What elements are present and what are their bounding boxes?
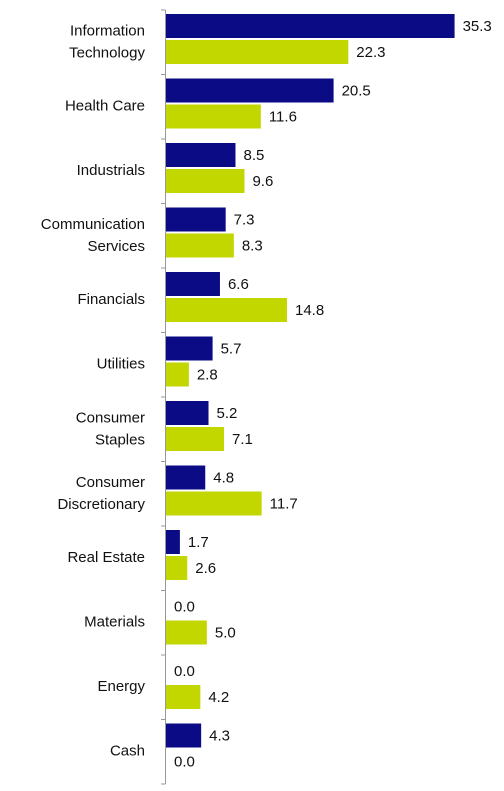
y-tick-label: Health Care: [65, 98, 145, 115]
value-label: 0.0: [174, 753, 195, 770]
value-label: 0.0: [174, 663, 195, 680]
bar: [166, 298, 287, 322]
y-tick-label: Energy: [97, 678, 145, 695]
bar: [166, 685, 201, 709]
bar: [166, 723, 202, 748]
y-tick-label: Financials: [77, 291, 145, 308]
value-label: 5.2: [217, 405, 238, 422]
value-label: 11.7: [270, 495, 298, 512]
y-tick-label: Consumer Staples: [76, 409, 145, 448]
value-label: 1.7: [188, 534, 209, 551]
y-tick-label: Materials: [84, 614, 145, 631]
bar: [166, 272, 220, 296]
value-label: 9.6: [252, 173, 273, 190]
bar: [166, 104, 261, 129]
y-tick-label: Industrials: [77, 162, 145, 179]
value-label: 6.6: [228, 276, 249, 293]
value-label: 7.3: [234, 211, 255, 228]
value-label: 2.8: [197, 366, 218, 383]
y-tick-label: Information Technology: [69, 22, 145, 61]
value-label: 14.8: [295, 302, 324, 319]
bar: [166, 556, 188, 580]
value-label: 5.7: [221, 340, 242, 357]
y-tick-label: Consumer Discretionary: [57, 474, 145, 513]
bar: [166, 620, 207, 645]
bar: [166, 336, 213, 361]
bar: [166, 362, 189, 387]
value-label: 8.5: [243, 147, 264, 164]
value-label: 22.3: [356, 44, 385, 61]
bar: [166, 40, 349, 64]
value-label: 7.1: [232, 431, 253, 448]
bar: [166, 530, 180, 554]
bar: [166, 401, 209, 425]
y-tick-label: Real Estate: [67, 549, 145, 566]
value-label: 8.3: [242, 237, 263, 254]
value-label: 4.2: [208, 689, 229, 706]
value-label: 35.3: [463, 18, 492, 35]
bar: [166, 78, 334, 103]
bar: [166, 143, 236, 167]
value-label: 11.6: [269, 108, 297, 125]
value-label: 4.8: [213, 469, 234, 486]
value-label: 2.6: [195, 560, 216, 577]
y-tick-label: Utilities: [97, 356, 145, 373]
bar: [166, 169, 245, 193]
bar: [166, 233, 234, 258]
bar: [166, 491, 262, 516]
bar: [166, 427, 225, 451]
y-tick-label: Cash: [110, 743, 145, 760]
bar: [166, 207, 226, 232]
bar: [166, 14, 455, 38]
value-label: 0.0: [174, 598, 195, 615]
value-label: 5.0: [215, 624, 236, 641]
value-label: 20.5: [342, 82, 371, 99]
y-tick-label: Communication Services: [41, 216, 145, 255]
bar: [166, 465, 206, 490]
value-label: 4.3: [209, 727, 230, 744]
